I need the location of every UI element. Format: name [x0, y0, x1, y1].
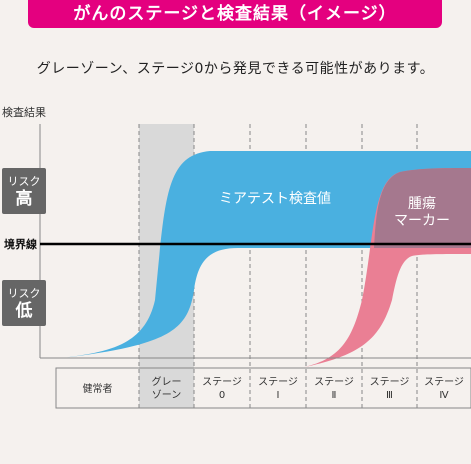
page-title: がんのステージと検査結果（イメージ）	[28, 0, 442, 28]
stage-label-4: ステージ Ⅳ	[424, 377, 464, 401]
test-value-band	[62, 151, 471, 358]
subtitle: グレーゾーン、ステージ0から発見できる可能性があります。	[36, 61, 435, 77]
risk-low-box: リスク 低	[2, 280, 46, 326]
stage-label-0: ステージ 0	[202, 377, 242, 401]
stage-label-3: ステージ Ⅲ	[369, 377, 410, 401]
overlap-region	[374, 168, 471, 248]
y-axis-title: 検査結果	[2, 106, 46, 119]
risk-high-box: リスク 高	[2, 168, 46, 214]
threshold-label: 境界線	[4, 238, 37, 251]
stage-label-gray-zone: グレー ゾーン	[151, 377, 182, 401]
tumor-marker-label: 腫瘍 マーカー	[394, 196, 450, 229]
stage-label-2: ステージ Ⅱ	[314, 377, 354, 401]
stage-label-1: ステージ Ⅰ	[258, 377, 298, 401]
stage-label-healthy: 健常者	[82, 383, 113, 395]
test-value-label: ミアテスト検査値	[219, 191, 331, 207]
